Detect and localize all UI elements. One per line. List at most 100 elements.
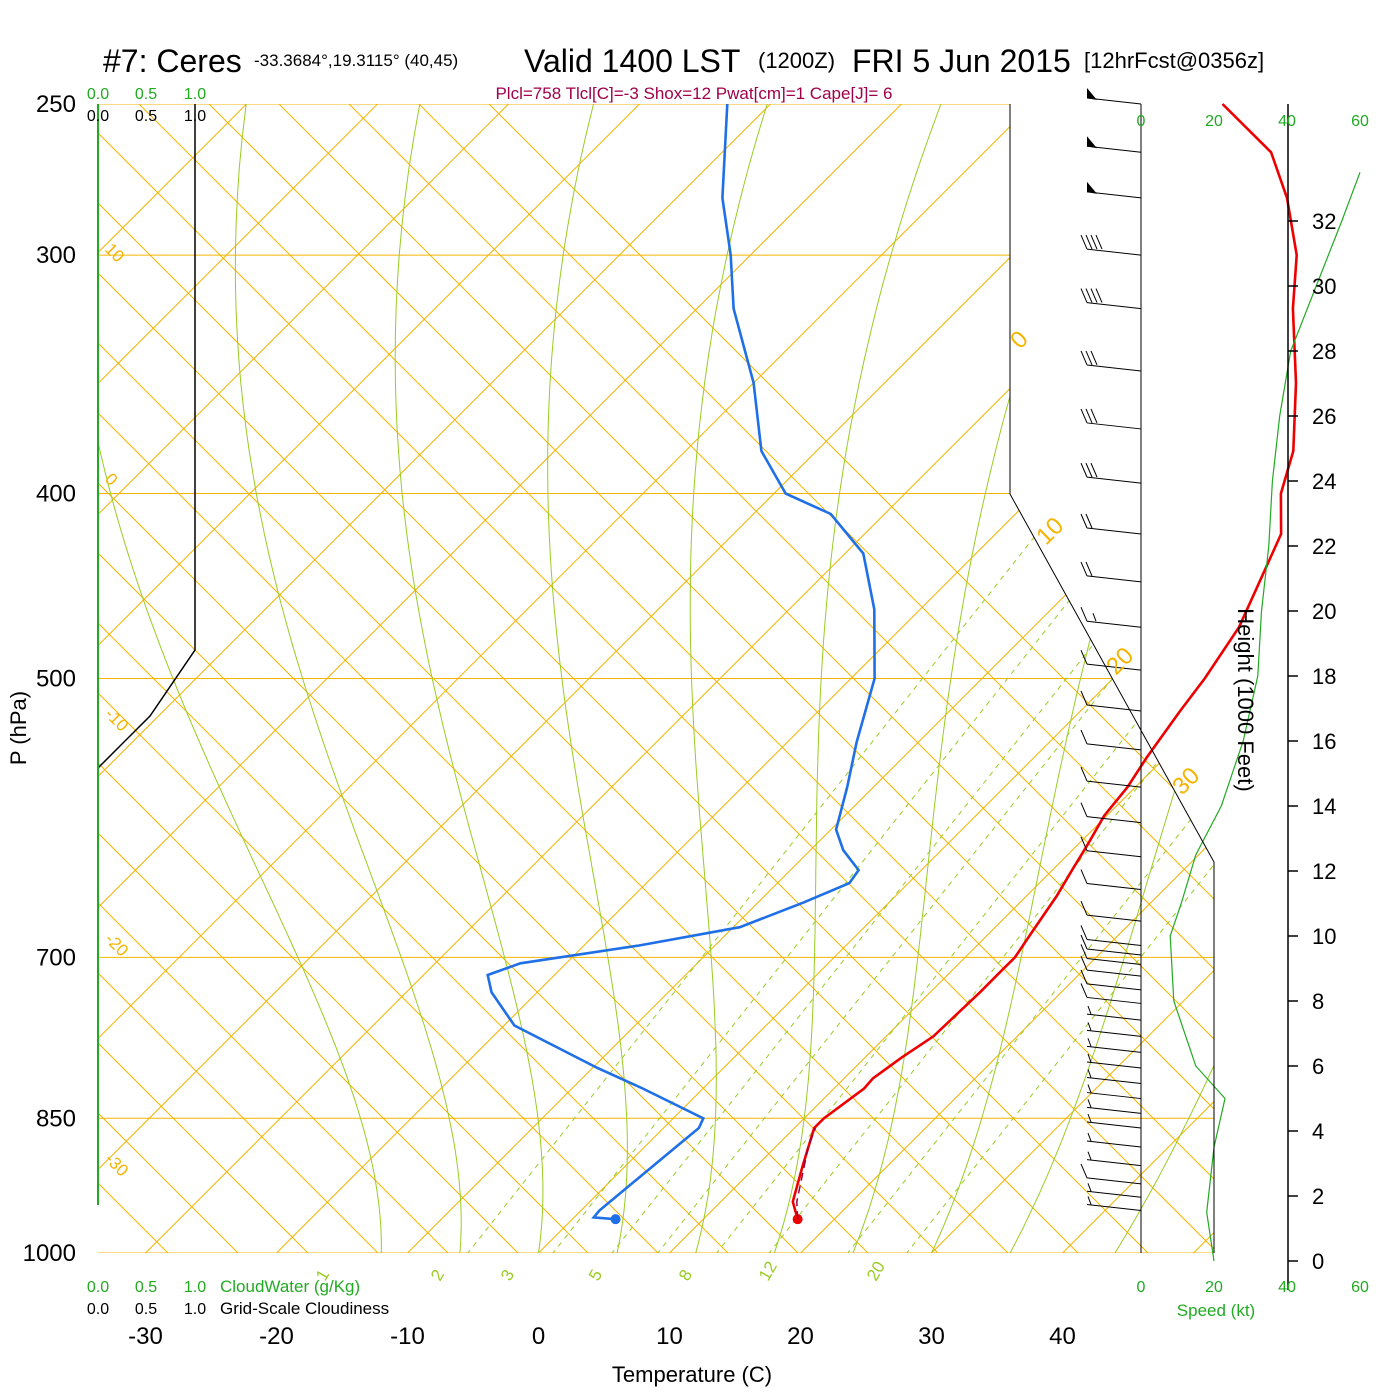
isotherm: [98, 104, 1214, 1253]
wind-barb: [1080, 561, 1142, 583]
height-tick-label: 18: [1312, 664, 1336, 689]
barb-staff: [1086, 938, 1142, 946]
barb-long: [1085, 350, 1093, 366]
isotherm-label: 0: [101, 469, 121, 489]
barb-staff: [1086, 1121, 1142, 1129]
wind-barb: [1080, 983, 1142, 1004]
cloudwater-bottom-tick: 0.0: [87, 1279, 109, 1296]
wind-barb: [1080, 955, 1142, 977]
barb-staff: [1086, 422, 1142, 430]
barb-long: [1090, 350, 1098, 366]
barb-long: [1080, 649, 1088, 665]
height-tick-label: 10: [1312, 924, 1336, 949]
title-valid: Valid 1400 LST: [524, 43, 740, 79]
wind-barb: [1086, 1196, 1142, 1211]
height-tick-label: 28: [1312, 339, 1336, 364]
wind-barb: [1080, 925, 1142, 946]
isotherm: [98, 104, 933, 1253]
barb-short: [1087, 1099, 1092, 1108]
title-utc: (1200Z): [758, 48, 835, 73]
temperature-tick-label: 20: [787, 1323, 814, 1350]
barb-long: [1085, 288, 1093, 303]
mixing-ratio-label: 5: [585, 1266, 606, 1284]
wind-barb: [1080, 836, 1142, 858]
dry-adiabat-label: 30: [1167, 762, 1205, 800]
barb-long: [1080, 561, 1088, 577]
wind-barb: [1080, 969, 1142, 991]
barb-long: [1085, 462, 1093, 478]
barb-long: [1080, 934, 1088, 950]
wind-barb: [1086, 1084, 1142, 1100]
barb-short: [1087, 1022, 1092, 1031]
speed-top-tick: 60: [1351, 113, 1369, 130]
barb-long: [1090, 462, 1098, 478]
wind-barb: [1086, 1183, 1142, 1198]
barb-staff: [1086, 248, 1142, 256]
speed-axis-label: Speed (kt): [1177, 1301, 1255, 1320]
barb-staff: [1086, 1203, 1142, 1211]
barb-long: [1080, 955, 1088, 971]
barb-long: [1080, 1163, 1088, 1179]
barb-staff: [1086, 1140, 1142, 1148]
barb-short: [1087, 1151, 1092, 1160]
dry-adiabat: [437, 104, 1214, 1253]
barb-short: [1087, 1196, 1092, 1205]
pressure-tick-label: 1000: [23, 1240, 76, 1267]
barb-staff: [1086, 476, 1142, 484]
height-tick-label: 2: [1312, 1184, 1324, 1209]
dewpoint-trace: [486, 103, 876, 1221]
dry-adiabat-label: 20: [1101, 642, 1139, 680]
dry-adiabat: [98, 104, 99, 1253]
cloudwater-bottom-tick: 1.0: [184, 1279, 206, 1296]
barb-short: [1087, 1038, 1092, 1047]
dry-adiabat: [98, 104, 519, 1253]
isotherm-label: -20: [101, 929, 132, 960]
height-tick-label: 24: [1312, 469, 1336, 494]
wind-speed-profile: [1169, 172, 1361, 1262]
wind-barb: [1080, 869, 1142, 891]
barb-staff: [1086, 914, 1142, 922]
barb-long: [1080, 350, 1088, 366]
moist-adiabat: [754, 104, 955, 1253]
barb-long: [1080, 234, 1088, 250]
mixing-ratio-line: [508, 493, 1155, 1253]
barb-short: [1087, 1005, 1092, 1015]
wind-barb: [1080, 690, 1142, 712]
barb-long: [1090, 234, 1098, 250]
dry-adiabat: [98, 104, 799, 1253]
cloudiness-bottom-tick: 0.0: [87, 1301, 109, 1318]
moist-adiabat: [981, 104, 1214, 1253]
barb-short: [1087, 1084, 1092, 1093]
barb-long: [1085, 408, 1093, 424]
barb-staff: [1086, 302, 1142, 310]
clipped-grid: [98, 104, 1214, 1253]
dry-adiabat: [227, 104, 1214, 1253]
mixing-ratio-line: [671, 493, 1214, 1253]
dry-adiabat-label: 10: [1031, 512, 1069, 550]
isotherm-label: 10: [101, 239, 128, 266]
barb-long: [1085, 234, 1093, 250]
pressure-tick-label: 500: [36, 666, 76, 693]
title-station: #7: Ceres: [103, 43, 242, 79]
barb-long: [1080, 983, 1088, 998]
background-grid: [98, 104, 1214, 1253]
isotherm: [98, 104, 1214, 1253]
isotherm-label: -30: [101, 1149, 132, 1180]
wind-barb: [1086, 136, 1142, 153]
pressure-tick-label: 250: [36, 91, 76, 118]
barb-long: [1080, 766, 1088, 782]
barb-staff: [1086, 1159, 1142, 1167]
speed-bottom-tick: 20: [1205, 1279, 1223, 1296]
pressure-tick-label: 850: [36, 1105, 76, 1132]
wind-barb: [1080, 350, 1142, 372]
barb-long: [1080, 690, 1088, 706]
dry-adiabat: [98, 104, 1149, 1253]
dry-adiabat: [98, 104, 1079, 1253]
barb-long: [1080, 869, 1088, 884]
mixing-ratio-label: 12: [755, 1258, 781, 1284]
pressure-tick-label: 300: [36, 242, 76, 269]
isotherm-label: -10: [101, 704, 132, 735]
wind-barb: [1080, 234, 1142, 256]
mixing-ratio-line: [802, 493, 1214, 1253]
